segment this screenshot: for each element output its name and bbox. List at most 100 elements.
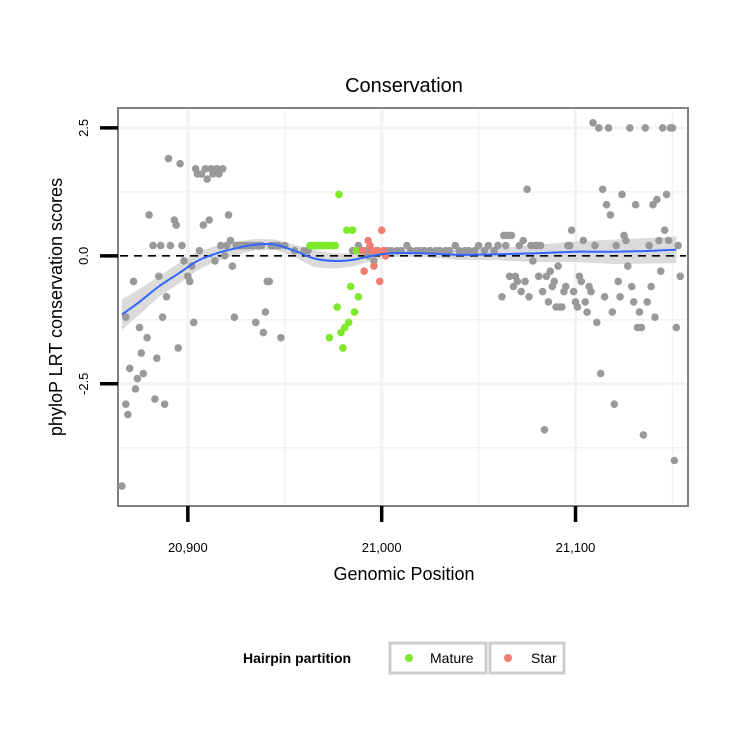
point-other [612,241,620,250]
point-other [261,308,270,316]
point-other [604,124,613,132]
y-axis-label: phyloP LRT conservation scores [46,178,66,436]
point-other [676,272,684,281]
legend-title: Hairpin partition [243,650,351,666]
point-other [606,211,615,219]
legend-key-star [504,654,512,662]
point-other [178,241,186,250]
point-other [228,262,237,270]
point-mature [333,303,341,311]
y-tick-label: 0.0 [76,247,91,265]
point-other [172,221,180,229]
point-other [591,241,599,250]
point-other [616,293,624,301]
point-other [517,287,525,296]
point-other [577,277,586,286]
point-other [519,236,527,245]
point-other [627,282,636,291]
point-other [589,119,597,127]
point-other [554,262,562,270]
point-other [143,333,151,342]
confidence-band [121,236,677,330]
y-tick-label: -2.5 [76,373,91,395]
point-other [593,318,601,327]
point-other [596,369,605,378]
point-other [137,349,146,357]
point-other [220,252,229,260]
point-mature [343,226,351,234]
point-other [203,175,211,183]
y-tick-label: 2.5 [76,119,91,137]
x-tick-label: 21,100 [556,540,596,555]
point-other [579,236,588,245]
point-other [122,313,130,322]
point-other [668,124,677,132]
point-other [465,246,473,255]
point-mature [325,333,334,342]
point-other [166,241,175,250]
legend-label-star: Star [531,650,557,666]
point-other [494,241,502,250]
point-other [135,323,144,332]
point-other [595,124,603,132]
point-other [201,165,210,173]
point-other [162,293,171,301]
point-other [629,298,638,306]
point-other [445,246,454,255]
point-other [631,200,640,209]
point-other [587,287,595,296]
point-other [149,241,157,250]
point-other [139,369,148,378]
point-other [129,277,138,286]
x-tick-label: 21,000 [362,540,402,555]
point-other [622,236,630,245]
point-other [670,456,679,465]
point-other [610,400,619,409]
point-other [550,277,558,286]
point-other [484,241,493,250]
point-other [643,298,651,306]
point-other [651,313,659,322]
point-other [230,313,239,322]
point-other [259,328,268,337]
confidence-band-area [121,236,677,330]
point-other [540,426,549,434]
point-other [151,395,159,403]
point-other [546,267,555,276]
point-other [155,272,163,281]
point-other [618,190,626,199]
point-other [598,185,607,194]
point-other [525,293,533,301]
point-other [277,333,285,342]
point-other [672,323,681,332]
point-other [211,257,219,265]
point-other [658,124,667,132]
point-other [118,482,126,490]
point-star [360,267,369,276]
point-other [257,241,266,250]
smooth-curve [121,243,677,316]
point-other [538,287,547,296]
point-other [436,246,444,255]
point-other [131,385,140,393]
point-other [639,431,648,439]
point-other [176,159,184,168]
point-other [558,303,566,311]
point-mature [335,190,343,199]
point-other [635,308,644,316]
point-other [186,277,194,286]
point-other [218,165,227,173]
point-other [124,410,132,419]
point-other [189,318,198,327]
point-other [122,400,130,409]
point-other [660,226,669,234]
point-other [153,354,161,363]
point-other [501,241,510,250]
point-other [474,241,483,250]
point-other [133,374,142,383]
point-other [674,241,682,250]
point-other [174,344,182,352]
point-other [498,293,506,301]
point-other [158,313,167,322]
